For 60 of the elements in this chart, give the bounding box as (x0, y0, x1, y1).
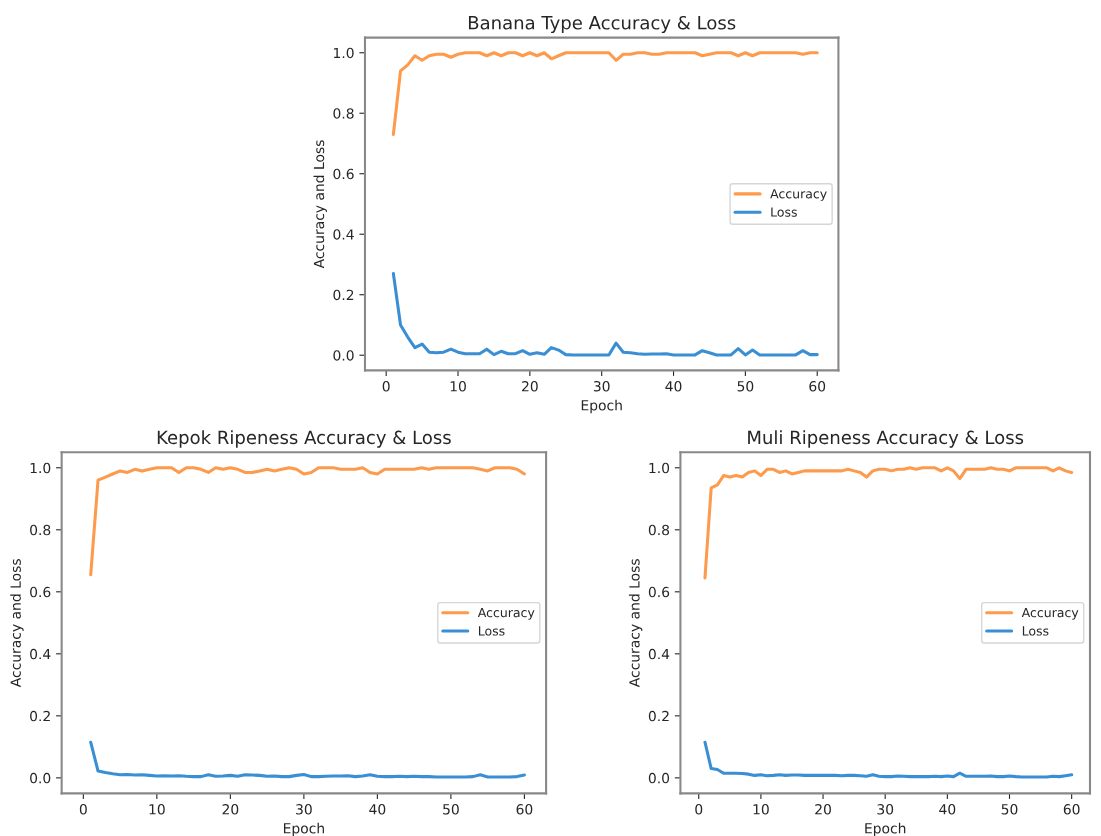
chart-title: Banana Type Accuracy & Loss (468, 15, 736, 34)
y-tick-label: 0.2 (648, 710, 669, 722)
line-series (703, 740, 1074, 779)
y-axis-title: Accuracy and Loss (313, 140, 327, 269)
y-axis-title: Accuracy and Loss (10, 559, 24, 688)
legend-label: Accuracy (477, 607, 535, 620)
y-tick-label: 1.0 (649, 462, 670, 474)
y-tick-label: 0.4 (648, 648, 670, 660)
x-tick-label: 10 (149, 804, 165, 815)
x-tick-label: 0 (382, 381, 390, 392)
chart-title: Kepok Ripeness Accuracy & Loss (157, 430, 451, 448)
y-tick-label: 0.4 (30, 648, 51, 660)
x-tick-label: 30 (877, 804, 894, 815)
x-tick-label: 50 (737, 381, 754, 392)
y-tick-label: 0.8 (333, 108, 354, 119)
chart-title: Muli Ripeness Accuracy & Loss (748, 430, 1024, 448)
x-tick-label: 20 (222, 804, 239, 815)
x-tick-label: 40 (939, 804, 956, 815)
x-tick-label: 50 (443, 804, 459, 815)
x-tick-label: 0 (79, 804, 87, 815)
x-tick-label: 20 (815, 804, 831, 815)
x-tick-label: 0 (695, 804, 703, 815)
y-tick-label: 0.0 (333, 350, 354, 361)
x-tick-label: 50 (1001, 804, 1018, 815)
x-tick-label: 10 (753, 804, 769, 815)
x-tick-label: 40 (665, 381, 682, 392)
y-tick-label: 0.6 (30, 586, 51, 598)
y-axis-title: Accuracy and Loss (628, 559, 643, 688)
x-tick-label: 30 (593, 381, 610, 392)
line-series (391, 51, 819, 136)
x-tick-label: 60 (809, 381, 826, 392)
legend-label: Loss (479, 626, 505, 636)
legend-label: Accuracy (1021, 607, 1079, 620)
line-series (89, 466, 526, 577)
y-tick-label: 0.2 (30, 710, 50, 722)
legend-label: Loss (1022, 626, 1049, 636)
y-tick-label: 0.2 (333, 289, 354, 301)
y-tick-label: 0.0 (30, 772, 51, 784)
y-tick-label: 0.6 (333, 168, 354, 180)
y-tick-label: 1.0 (334, 47, 354, 59)
x-axis-title: Epoch (865, 822, 906, 836)
x-tick-label: 60 (516, 804, 533, 815)
x-axis-title: Epoch (581, 399, 622, 414)
y-tick-label: 0.8 (30, 524, 51, 536)
x-tick-label: 10 (450, 381, 466, 392)
line-series (703, 466, 1074, 580)
y-tick-label: 0.8 (648, 524, 670, 536)
x-tick-label: 30 (296, 804, 312, 815)
y-tick-label: 0.4 (333, 229, 354, 240)
x-axis-title: Epoch (283, 822, 324, 836)
x-tick-label: 60 (1063, 804, 1080, 815)
y-tick-label: 0.0 (648, 772, 670, 784)
x-tick-label: 20 (522, 381, 538, 392)
legend-label: Accuracy (770, 189, 827, 201)
x-tick-label: 40 (369, 804, 386, 815)
y-tick-label: 1.0 (30, 462, 51, 474)
legend-label: Loss (771, 207, 797, 217)
line-series (89, 740, 526, 779)
line-series (391, 272, 819, 357)
y-tick-label: 0.6 (648, 586, 670, 598)
